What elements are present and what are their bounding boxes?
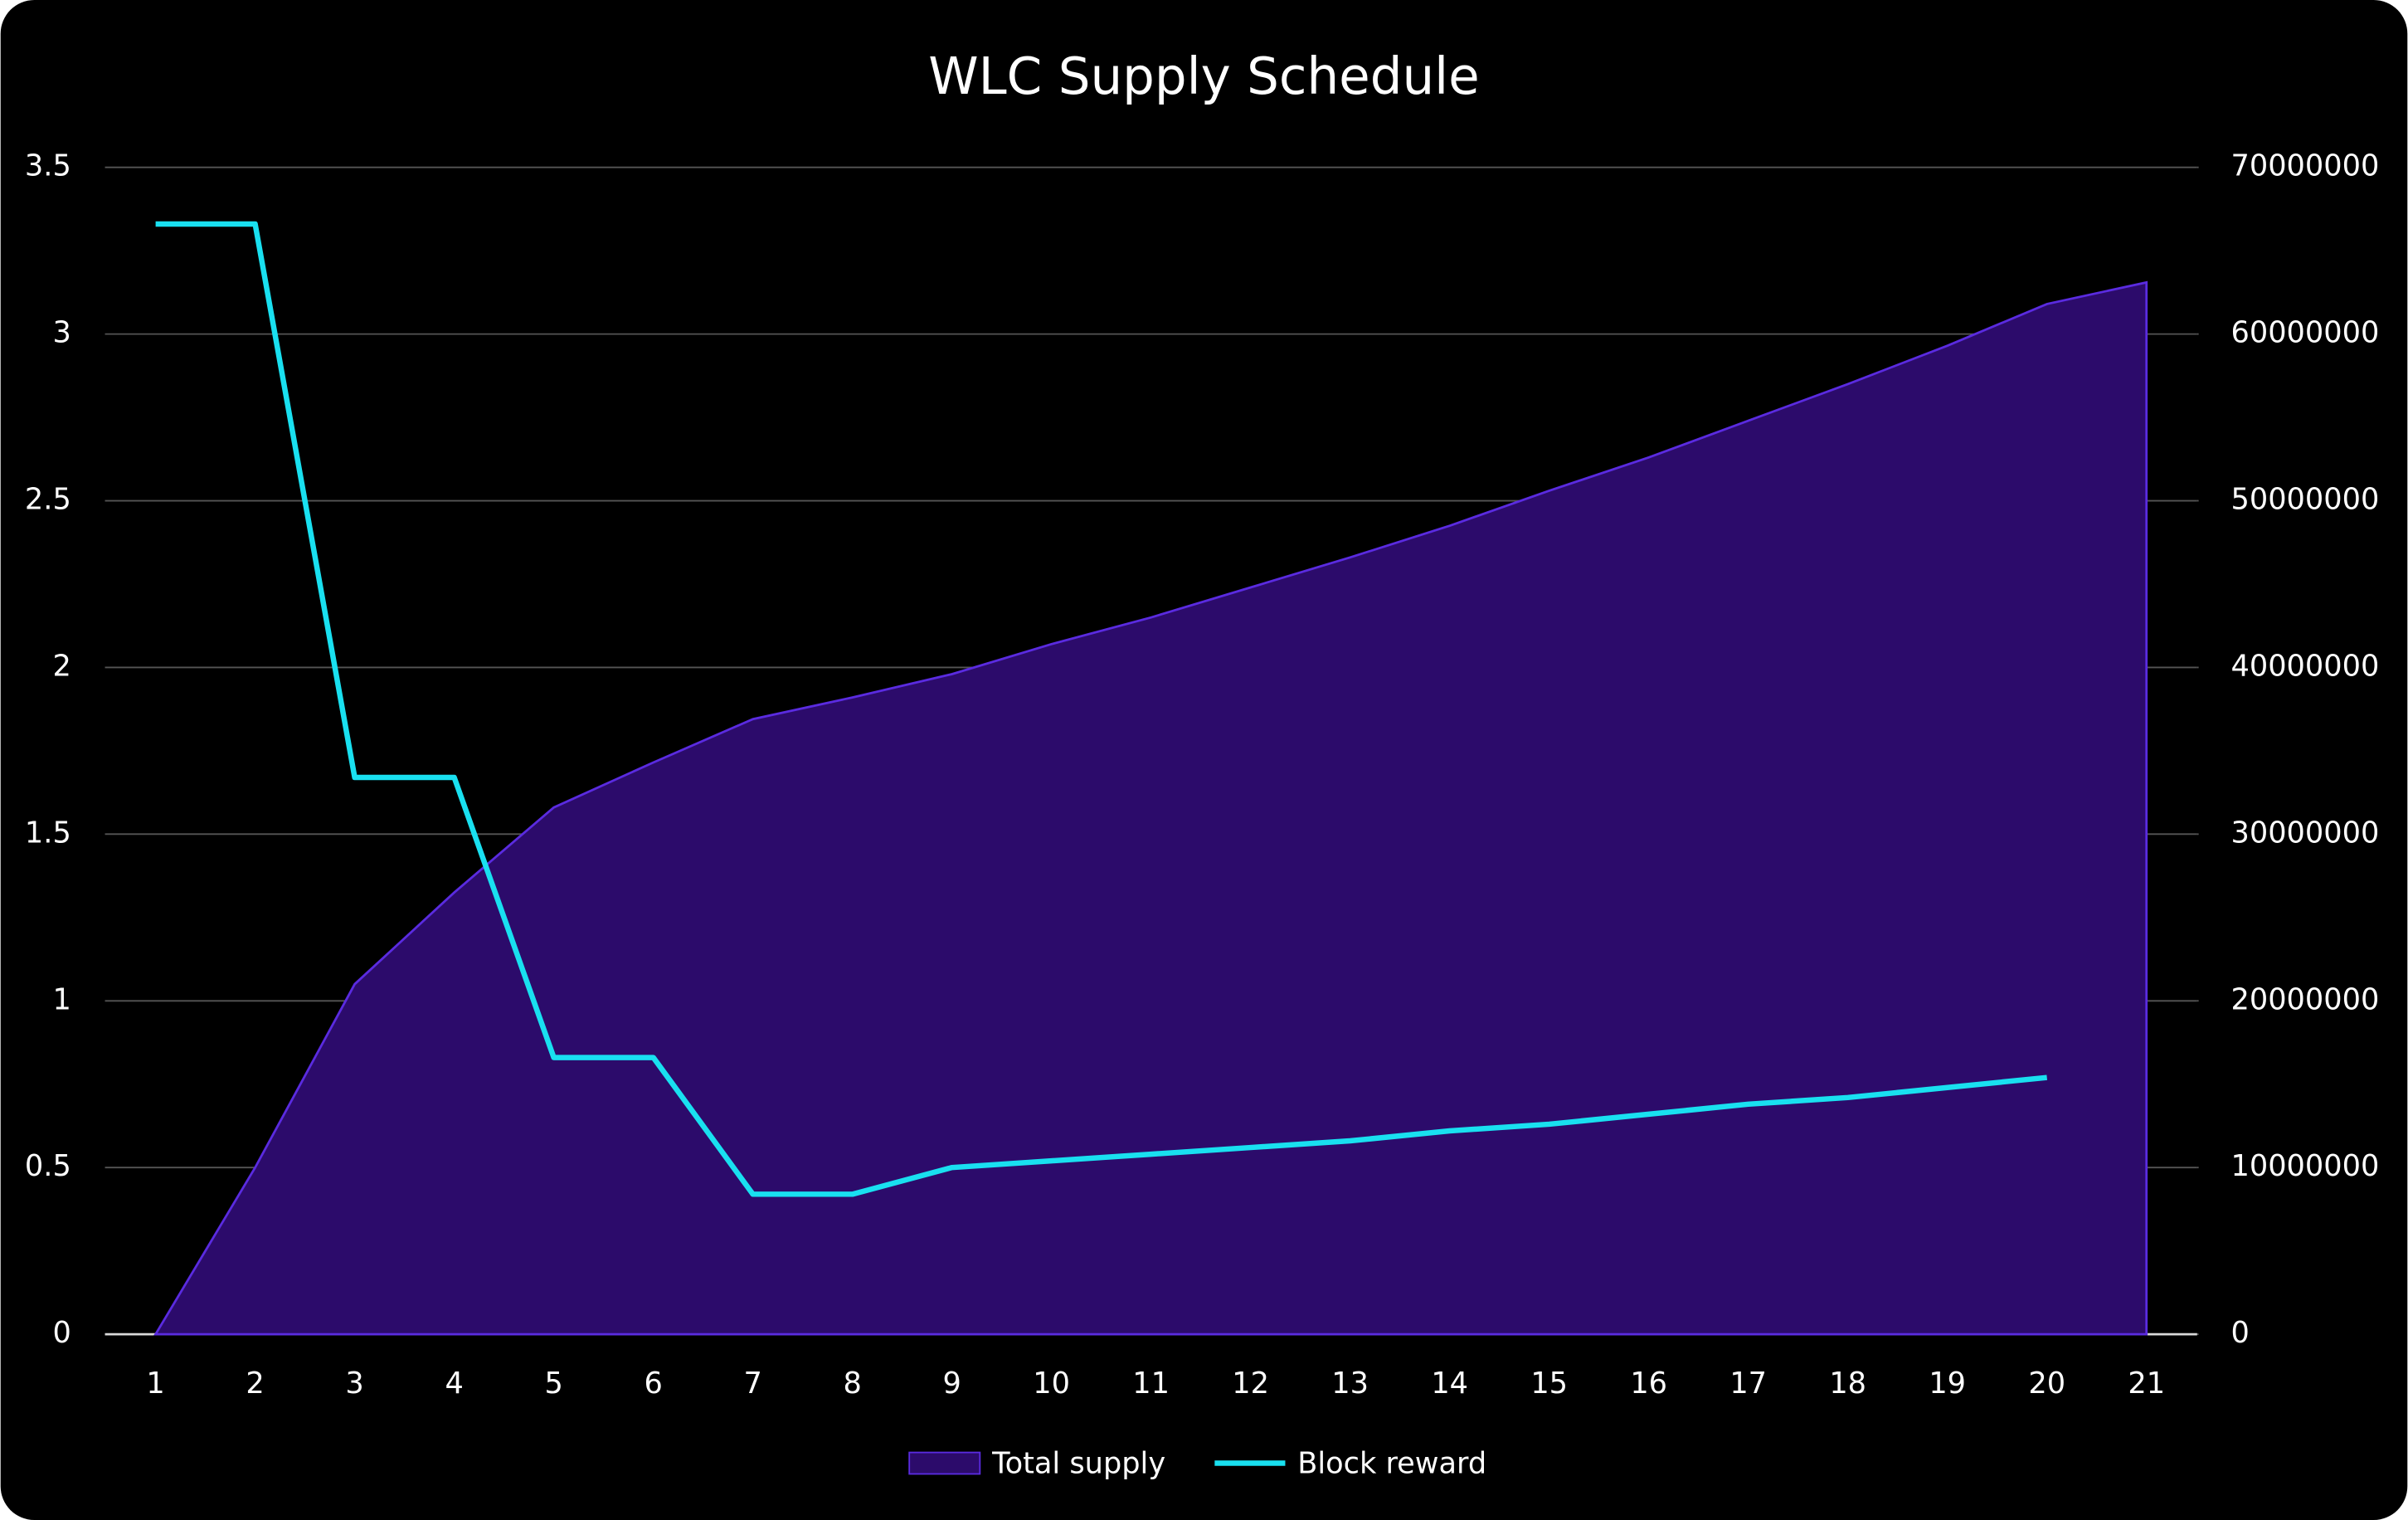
- x-tick-label: 19: [1929, 1367, 1966, 1401]
- x-tick-label: 1: [146, 1367, 164, 1401]
- x-tick-label: 17: [1729, 1367, 1767, 1401]
- legend-label: Total supply: [991, 1446, 1165, 1480]
- y2-tick-label: 20000000: [2230, 982, 2379, 1016]
- x-tick-label: 2: [246, 1367, 264, 1401]
- y2-tick-label: 0: [2230, 1316, 2249, 1350]
- y-tick-label: 2.5: [25, 483, 71, 517]
- y2-tick-label: 50000000: [2230, 483, 2379, 517]
- x-tick-label: 5: [544, 1367, 562, 1401]
- y-tick-label: 1: [52, 982, 71, 1016]
- y2-tick-label: 70000000: [2230, 149, 2379, 183]
- legend-swatch: [908, 1451, 981, 1475]
- y-tick-label: 3.5: [25, 149, 71, 183]
- y-tick-label: 1.5: [25, 816, 71, 850]
- area: [153, 280, 2148, 1336]
- x-tick-label: 6: [644, 1367, 662, 1401]
- y2-tick-label: 10000000: [2230, 1149, 2379, 1183]
- y2-tick-label: 40000000: [2230, 649, 2379, 683]
- line: [155, 221, 2048, 1197]
- x-tick-label: 13: [1331, 1367, 1369, 1401]
- y-tick-label: 2: [52, 649, 71, 683]
- x-tick-label: 14: [1431, 1367, 1468, 1401]
- x-tick-label: 18: [1829, 1367, 1866, 1401]
- x-tick-label: 9: [942, 1367, 961, 1401]
- x-tick-label: 8: [843, 1367, 861, 1401]
- x-tick-label: 15: [1530, 1367, 1568, 1401]
- x-tick-label: 20: [2028, 1367, 2065, 1401]
- x-tick-label: 10: [1033, 1367, 1070, 1401]
- y2-tick-label: 30000000: [2230, 816, 2379, 850]
- y-tick-label: 0: [52, 1316, 71, 1350]
- y-tick-label: 0.5: [25, 1149, 71, 1183]
- x-tick-label: 3: [345, 1367, 363, 1401]
- legend-label: Block reward: [1297, 1446, 1486, 1480]
- y2-tick-label: 60000000: [2230, 316, 2379, 350]
- x-tick-label: 4: [445, 1367, 463, 1401]
- x-tick-label: 12: [1232, 1367, 1269, 1401]
- chart-title: WLC Supply Schedule: [928, 47, 1479, 106]
- x-tick-label: 11: [1132, 1367, 1170, 1401]
- x-tick-label: 21: [2128, 1367, 2165, 1401]
- y-tick-label: 3: [52, 316, 71, 350]
- x-tick-label: 16: [1630, 1367, 1667, 1401]
- x-tick-label: 7: [743, 1367, 761, 1401]
